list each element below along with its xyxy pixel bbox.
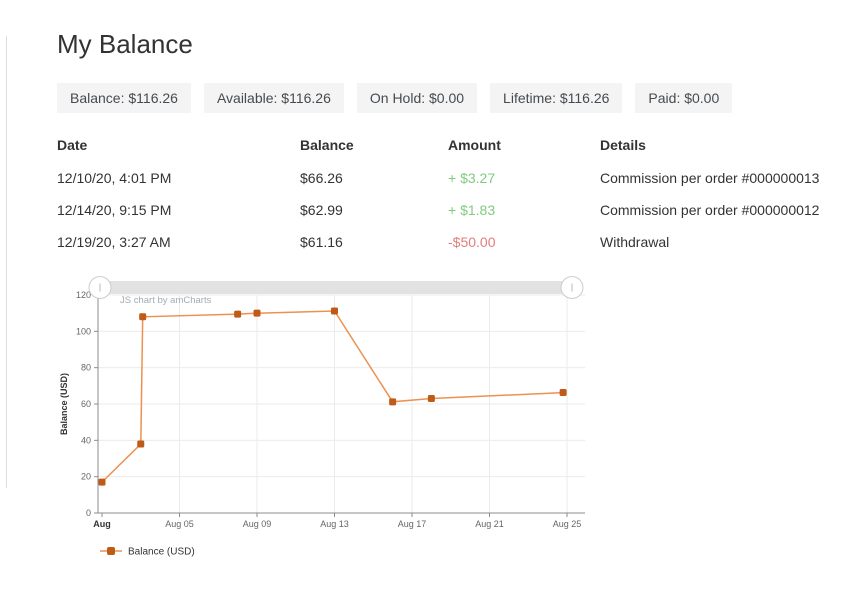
column-header-date: Date <box>57 137 88 153</box>
cell-date: 12/10/20, 4:01 PM <box>57 170 172 186</box>
x-axis-tick-label: Aug 09 <box>243 519 272 529</box>
chart-axes <box>94 294 585 517</box>
balance-chart: 0 20 40 60 80 100 120 Aug Aug 05 Aug 09 Aug 13 Aug … <box>55 276 600 566</box>
page-title: My Balance <box>57 29 193 59</box>
y-axis-tick-label: 20 <box>81 472 91 482</box>
chart-scrollbar-track[interactable] <box>100 281 562 294</box>
balance-summary-badges: Balance: $116.26 Available: $116.26 On Hol… <box>57 83 733 113</box>
cell-date: 12/14/20, 9:15 PM <box>57 202 172 218</box>
data-point-bullet[interactable] <box>427 395 435 403</box>
cell-date: 12/19/20, 3:27 AM <box>57 234 171 250</box>
cell-balance: $62.99 <box>300 202 343 218</box>
amcharts-watermark-link[interactable]: JS chart by amCharts <box>120 295 212 306</box>
data-point-bullet[interactable] <box>139 313 147 321</box>
transactions-table: Date Balance Amount Details 12/10/20, 4:01 … <box>57 132 853 258</box>
data-point-bullet[interactable] <box>389 398 397 406</box>
summary-badge-available: Available: $116.26 <box>203 83 344 113</box>
x-axis-tick-label: Aug 05 <box>165 519 194 529</box>
table-row: 12/14/20, 9:15 PM $62.99 + $1.83 Commission… <box>57 194 853 226</box>
balance-chart-svg: 0 20 40 60 80 100 120 Aug Aug 05 Aug 09 Aug 13 Aug … <box>59 276 585 558</box>
summary-badge-balance: Balance: $116.26 <box>57 83 191 113</box>
content-left-divider <box>6 36 7 488</box>
data-point-bullet[interactable] <box>234 310 242 318</box>
column-header-amount: Amount <box>448 137 501 153</box>
data-point-bullet[interactable] <box>253 309 261 317</box>
cell-amount: + $3.27 <box>448 170 496 186</box>
chart-scrollbar-right-grip[interactable] <box>560 276 584 299</box>
x-axis-tick-label: Aug 17 <box>398 519 427 529</box>
summary-badge-lifetime: Lifetime: $116.26 <box>490 83 623 113</box>
column-header-details: Details <box>600 137 646 153</box>
data-point-bullet[interactable] <box>98 478 106 486</box>
chart-grid <box>98 294 585 513</box>
y-axis-tick-label: 120 <box>76 290 91 300</box>
cell-amount: + $1.83 <box>448 202 496 218</box>
data-point-bullet[interactable] <box>137 440 145 448</box>
cell-details: Commission per order #000000013 <box>600 170 820 186</box>
legend-label: Balance (USD) <box>128 547 195 558</box>
cell-amount: -$50.00 <box>448 234 496 250</box>
chart-scrollbar[interactable] <box>88 276 584 299</box>
table-header-row: Date Balance Amount Details <box>57 132 853 158</box>
column-header-balance: Balance <box>300 137 354 153</box>
y-axis-tick-label: 60 <box>81 399 91 409</box>
x-axis-tick-label: Aug 21 <box>475 519 504 529</box>
summary-badge-paid: Paid: $0.00 <box>635 83 733 113</box>
balance-series-line <box>101 310 564 483</box>
table-row: 12/19/20, 3:27 AM $61.16 -$50.00 Withdrawal <box>57 226 853 258</box>
x-axis-tick-label: Aug 25 <box>553 519 582 529</box>
y-axis-tick-label: 80 <box>81 363 91 373</box>
legend-marker-bullet-icon <box>107 547 115 555</box>
x-axis-tick-label: Aug <box>93 519 111 529</box>
table-body: 12/10/20, 4:01 PM $66.26 + $3.27 Commission… <box>57 162 853 258</box>
summary-badge-on-hold: On Hold: $0.00 <box>356 83 478 113</box>
y-axis-tick-label: 100 <box>76 326 91 336</box>
legend-item-balance[interactable]: Balance (USD) <box>100 547 195 558</box>
cell-details: Withdrawal <box>600 234 670 250</box>
chart-scrollbar-left-grip[interactable] <box>88 276 112 299</box>
x-axis-tick-label: Aug 13 <box>320 519 349 529</box>
cell-balance: $66.26 <box>300 170 343 186</box>
data-point-bullet[interactable] <box>559 389 567 397</box>
y-axis-tick-label: 0 <box>86 508 91 518</box>
y-axis-tick-label: 40 <box>81 435 91 445</box>
y-axis-title: Balance (USD) <box>59 373 69 435</box>
cell-details: Commission per order #000000012 <box>600 202 820 218</box>
cell-balance: $61.16 <box>300 234 343 250</box>
table-row: 12/10/20, 4:01 PM $66.26 + $3.27 Commission… <box>57 162 853 194</box>
data-point-bullet[interactable] <box>331 307 338 315</box>
